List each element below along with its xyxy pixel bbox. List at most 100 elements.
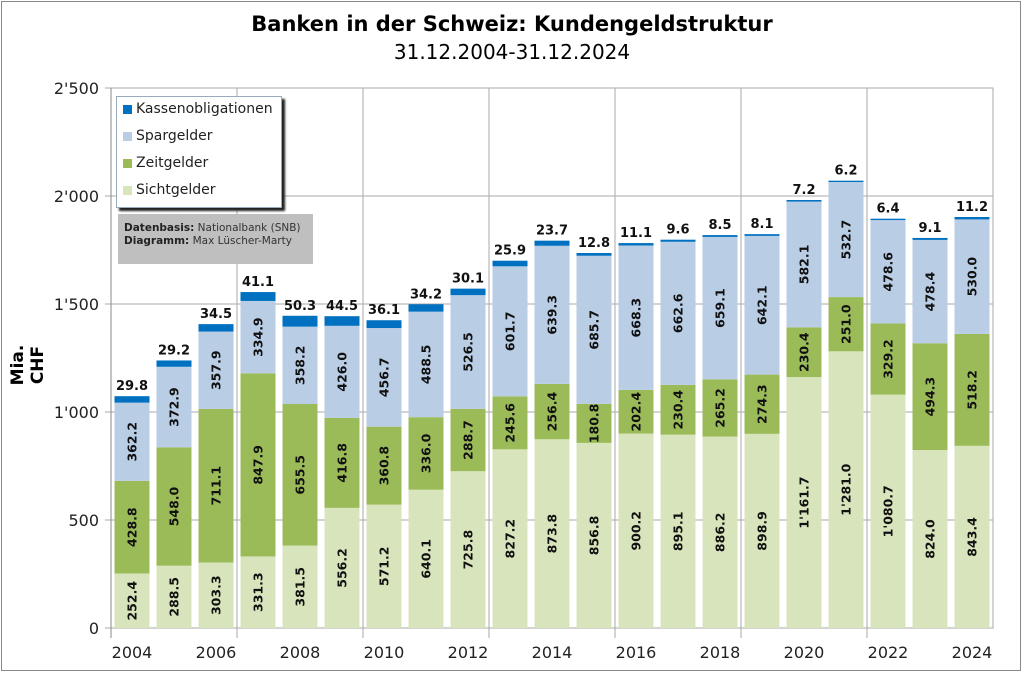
bar-segment-sichtgelder [660, 434, 696, 628]
data-label: 9.1 [918, 221, 941, 236]
y-tick-label: 1'500 [54, 295, 99, 314]
data-label: 532.7 [839, 220, 854, 260]
data-label: 711.1 [209, 466, 224, 506]
bar-segment-spargelder [240, 300, 276, 374]
data-label: 685.7 [587, 310, 602, 350]
bar-segment-sichtgelder [450, 471, 486, 628]
bar-segment-sichtgelder [618, 433, 654, 628]
bar-segment-sichtgelder [282, 545, 318, 628]
legend-label: Sichtgelder [136, 182, 216, 198]
bar-segment-zeitgelder [744, 374, 780, 434]
bar-segment-spargelder [324, 325, 360, 418]
bar-segment-sichtgelder [912, 450, 948, 628]
data-label: 662.6 [671, 293, 686, 333]
data-label: 265.2 [713, 388, 728, 428]
data-label: 856.8 [587, 516, 602, 556]
data-label: 11.1 [620, 226, 652, 241]
data-label: 639.3 [545, 295, 560, 335]
bar-segment-sichtgelder [744, 433, 780, 628]
bar-segment-spargelder [618, 245, 654, 390]
data-label: 640.1 [419, 539, 434, 579]
data-label: 329.2 [881, 339, 896, 379]
bar-segment-zeitgelder [534, 383, 570, 440]
data-label: 331.3 [251, 572, 266, 612]
data-label: 827.2 [503, 519, 518, 559]
data-label: 571.2 [377, 547, 392, 587]
bar-segment-zeitgelder [954, 333, 990, 446]
bar-segment-kassenobligationen [618, 243, 654, 246]
x-tick-label: 2016 [616, 643, 657, 662]
legend-swatch [123, 158, 132, 168]
data-label: 34.2 [410, 287, 442, 302]
bar-segment-kassenobligationen [954, 216, 990, 220]
bar-segment-sichtgelder [240, 556, 276, 628]
bar-segment-spargelder [114, 402, 150, 481]
bar-segment-sichtgelder [156, 565, 192, 628]
data-label: 230.4 [671, 390, 686, 430]
bar-segment-kassenobligationen [660, 239, 696, 242]
bar-segment-zeitgelder [828, 297, 864, 352]
data-label: 582.1 [797, 245, 812, 285]
chart-subtitle: 31.12.2004-31.12.2024 [393, 40, 631, 64]
data-label: 357.9 [209, 350, 224, 390]
data-label: 456.7 [377, 358, 392, 398]
bar-segment-spargelder [198, 331, 234, 409]
bar-segment-zeitgelder [282, 404, 318, 546]
bar-segment-spargelder [786, 201, 822, 328]
legend-swatch [123, 104, 132, 114]
bar-segment-kassenobligationen [534, 240, 570, 246]
bar-segment-kassenobligationen [114, 396, 150, 403]
bar-segment-spargelder [408, 311, 444, 418]
data-label: 8.5 [708, 218, 731, 233]
data-label: 360.8 [377, 446, 392, 486]
data-label: 843.4 [965, 517, 980, 557]
x-tick-label: 2022 [868, 643, 909, 662]
bar-segment-sichtgelder [534, 439, 570, 628]
data-label: 898.9 [755, 511, 770, 551]
bar-segment-sichtgelder [954, 445, 990, 628]
data-label: 426.0 [335, 352, 350, 392]
data-label: 44.5 [326, 299, 358, 314]
data-label: 336.0 [419, 433, 434, 473]
data-label: 202.4 [629, 392, 644, 432]
data-label: 548.0 [167, 486, 182, 526]
bar-segment-sichtgelder [576, 442, 612, 628]
data-label: 725.8 [461, 530, 476, 570]
bar-segment-kassenobligationen [828, 180, 864, 183]
data-label: 488.5 [419, 345, 434, 385]
data-label: 526.5 [461, 332, 476, 372]
data-label: 34.5 [200, 307, 232, 322]
data-label: 288.5 [167, 577, 182, 617]
bar-segment-zeitgelder [702, 379, 738, 437]
bar-segment-spargelder [744, 235, 780, 375]
legend-label: Zeitgelder [136, 155, 209, 171]
bar-segment-spargelder [492, 266, 528, 397]
bar-segment-sichtgelder [114, 573, 150, 628]
bar-segment-spargelder [870, 220, 906, 324]
legend-item-spargelder: Spargelder [123, 128, 213, 144]
legend: Kassenobligationen Spargelder Zeitgelder… [116, 96, 282, 208]
data-label: 8.1 [750, 217, 773, 232]
data-label: 30.1 [452, 272, 484, 287]
bar-segment-zeitgelder [240, 373, 276, 557]
data-label: 873.8 [545, 514, 560, 554]
bar-segment-kassenobligationen [324, 316, 360, 326]
data-label: 824.0 [923, 519, 938, 559]
data-label: 11.2 [956, 200, 988, 215]
bar-segment-zeitgelder [660, 384, 696, 435]
bar-segment-kassenobligationen [702, 235, 738, 237]
data-label: 230.4 [797, 332, 812, 372]
bar-segment-zeitgelder [450, 408, 486, 472]
data-label: 256.4 [545, 392, 560, 432]
bar-segment-sichtgelder [198, 562, 234, 628]
data-label: 303.3 [209, 575, 224, 615]
bar-segment-zeitgelder [198, 408, 234, 563]
bar-segment-spargelder [156, 366, 192, 448]
legend-swatch [123, 131, 132, 141]
bar-segment-spargelder [954, 219, 990, 334]
chart-title: Banken in der Schweiz: Kundengeldstruktu… [251, 12, 773, 36]
x-tick-label: 2012 [448, 643, 489, 662]
data-label: 847.9 [251, 445, 266, 485]
